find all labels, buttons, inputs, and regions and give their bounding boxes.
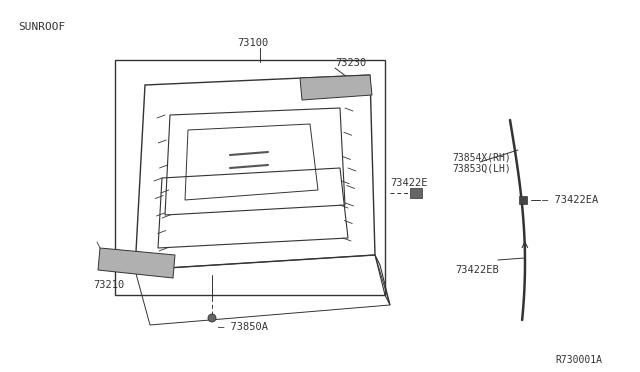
Text: 73100: 73100 — [237, 38, 268, 48]
Circle shape — [208, 314, 216, 322]
Polygon shape — [98, 248, 175, 278]
Text: R730001A: R730001A — [555, 355, 602, 365]
Bar — [518, 196, 527, 204]
Text: 73230: 73230 — [335, 58, 366, 68]
Text: — 73422EA: — 73422EA — [542, 195, 598, 205]
Text: SUNROOF: SUNROOF — [18, 22, 65, 32]
Bar — [410, 188, 422, 198]
Text: 73422EB: 73422EB — [455, 265, 499, 275]
Text: — 73850A: — 73850A — [218, 322, 268, 332]
Text: 73854X(RH): 73854X(RH) — [452, 152, 511, 162]
Text: 73853Q(LH): 73853Q(LH) — [452, 163, 511, 173]
Text: 73210: 73210 — [93, 280, 124, 290]
Text: 73422E: 73422E — [390, 178, 428, 188]
Polygon shape — [300, 75, 372, 100]
